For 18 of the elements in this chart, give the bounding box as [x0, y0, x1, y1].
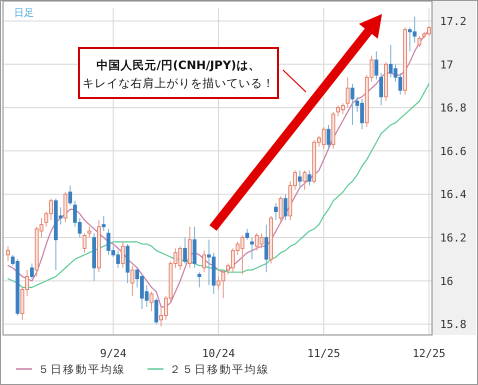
- y-tick-label: 16.4: [440, 188, 467, 202]
- y-tick-label: 15.8: [440, 318, 466, 332]
- x-tick-label: 9/24: [100, 347, 127, 360]
- callout: 中国人民元/円(CNH/JPY)は、 キレイな右肩上がりを描いている！: [78, 47, 306, 99]
- y-tick-label: 16.8: [440, 102, 466, 115]
- x-tick-label: 12/25: [412, 347, 446, 360]
- annotation: 日足: [14, 8, 34, 19]
- y-tick-label: 16.2: [440, 232, 466, 245]
- y-tick-label: 16: [440, 274, 454, 288]
- y-tick-label: 17.2: [440, 14, 466, 28]
- x-tick-label: 10/24: [202, 347, 236, 360]
- annotation: キレイな右肩上がりを描いている！: [82, 76, 274, 90]
- y-tick-label: 16.6: [440, 144, 466, 158]
- x-tick-label: 11/25: [307, 347, 340, 360]
- y-tick-label: 17: [440, 58, 454, 72]
- annotation: 中国人民元/円(CNH/JPY)は、: [96, 58, 260, 72]
- legend-label: ５日移動平均線: [38, 363, 126, 376]
- legend-label: ２５日移動平均線: [170, 363, 270, 376]
